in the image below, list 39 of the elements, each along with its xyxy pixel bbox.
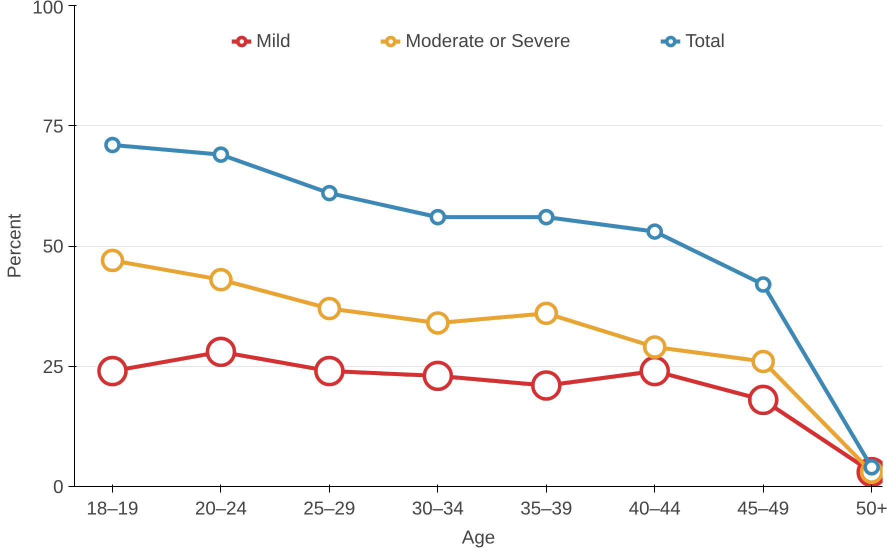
x-tick-label: 30–34 bbox=[412, 498, 464, 518]
legend-label: Total bbox=[685, 30, 725, 52]
point bbox=[212, 146, 230, 163]
point bbox=[318, 296, 342, 320]
x-axis-title: Age bbox=[462, 526, 496, 548]
point bbox=[321, 184, 338, 202]
point bbox=[426, 311, 450, 335]
point bbox=[748, 384, 778, 416]
x-tick-label: 45–49 bbox=[737, 498, 790, 518]
x-tick-label: 25–29 bbox=[303, 498, 356, 518]
point bbox=[642, 335, 666, 359]
x-tick-label: 18–19 bbox=[86, 498, 138, 518]
point bbox=[538, 208, 555, 226]
point bbox=[100, 248, 124, 272]
point bbox=[754, 276, 772, 293]
y-tick-label: 50 bbox=[42, 236, 64, 256]
point bbox=[531, 370, 562, 401]
point bbox=[314, 356, 345, 386]
point bbox=[97, 356, 128, 386]
y-tick-label: 0 bbox=[53, 476, 64, 497]
x-tick-label: 40–44 bbox=[628, 498, 681, 518]
y-tick-label: 25 bbox=[42, 356, 64, 377]
point bbox=[646, 223, 663, 240]
point bbox=[104, 136, 121, 154]
point bbox=[206, 336, 236, 368]
point bbox=[209, 268, 233, 292]
legend-label: Moderate or Severe bbox=[405, 30, 570, 52]
x-tick-label: 20–24 bbox=[194, 498, 247, 518]
point bbox=[639, 356, 670, 386]
x-tick-label: 50+ bbox=[856, 498, 887, 518]
y-tick-label: 75 bbox=[42, 115, 64, 136]
point bbox=[422, 360, 454, 392]
point bbox=[751, 350, 775, 374]
legend-label: Mild bbox=[256, 30, 290, 52]
y-axis-title: Percent bbox=[3, 213, 24, 278]
x-tick-label: 35–39 bbox=[520, 498, 572, 518]
point bbox=[430, 208, 446, 226]
y-tick-label: 100 bbox=[32, 0, 64, 18]
point bbox=[534, 302, 558, 326]
